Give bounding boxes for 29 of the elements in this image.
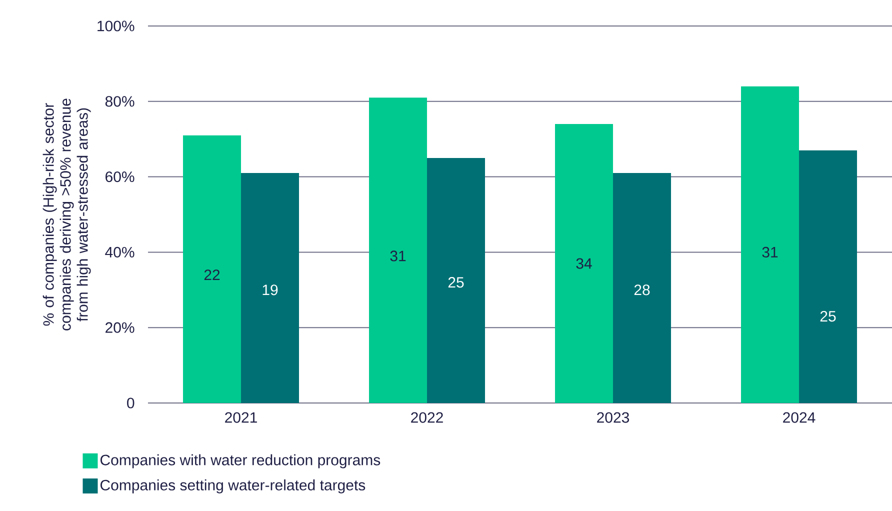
bar (799, 150, 858, 403)
annotation: 31 (762, 246, 778, 258)
bar (555, 124, 614, 403)
annotation: 25 (820, 310, 836, 322)
y-tick-label: 60% (106, 171, 134, 182)
legend-label: Companies with water reduction programs (100, 454, 380, 468)
legend-label: Companies setting water-related targets (100, 479, 366, 494)
annotation: 34 (576, 258, 592, 269)
bar (613, 173, 672, 403)
y-axis-title: % of companies (High-risk sector companies deriving >50% revenue from high water-stressed areas) (42, 98, 91, 330)
bar (427, 158, 486, 403)
x-tick-label: 2021 (225, 412, 257, 423)
annotation: 28 (634, 284, 650, 296)
y-tick-label: 40% (105, 246, 134, 258)
x-tick-label: 2023 (597, 412, 630, 423)
annotation: 22 (204, 270, 220, 280)
x-tick-label: 2024 (783, 412, 816, 423)
y-tick-label: 100% (98, 20, 134, 32)
bar (183, 135, 241, 403)
bar (369, 98, 428, 403)
annotation: 25 (448, 277, 464, 288)
y-tick-label: 80% (105, 96, 134, 107)
annotation: 19 (262, 284, 278, 296)
y-tick-label: 0 (127, 398, 134, 408)
annotation: 31 (390, 250, 406, 262)
bar (241, 173, 299, 403)
bar (741, 86, 800, 403)
x-tick-label: 2022 (411, 412, 443, 423)
y-tick-label: 20% (106, 322, 134, 333)
